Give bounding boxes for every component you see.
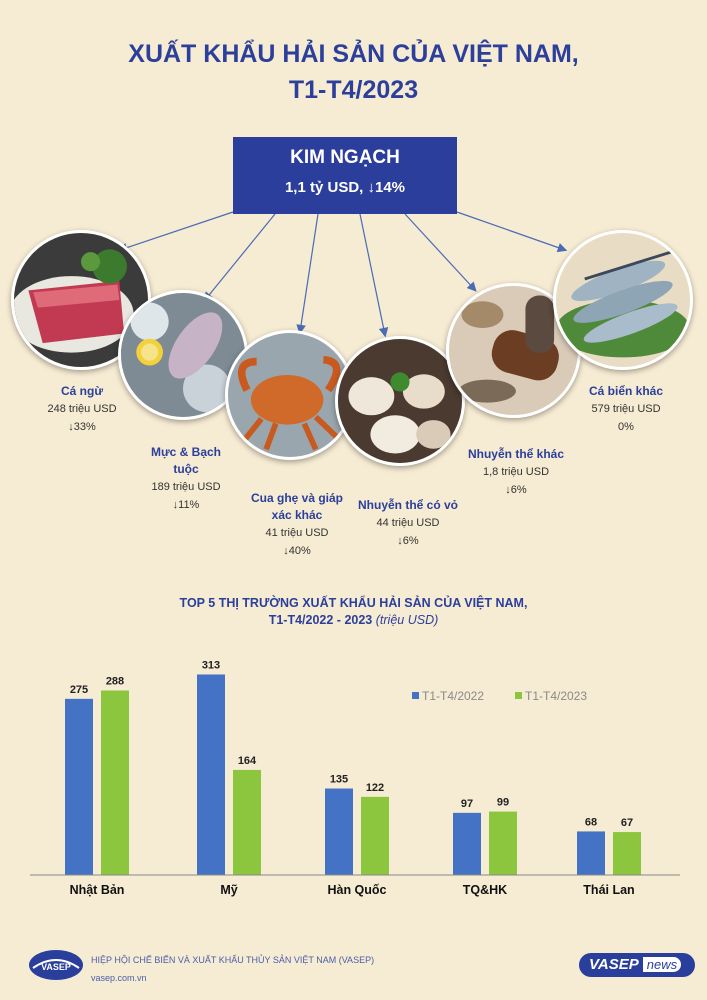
sea-cucumber-image — [446, 283, 581, 418]
vasep-news-badge: VASEP news — [579, 953, 695, 977]
kim-ngach-value: 1,1 tỷ USD, ↓14% — [284, 179, 406, 196]
data-label: 99 — [497, 797, 509, 809]
title-line-1: XUẤT KHẨU HẢI SẢN CỦA VIỆT NAM, — [128, 40, 579, 68]
product-name: Nhuyễn thể có vỏ — [358, 498, 459, 512]
product-value: 44 triệu USD — [376, 517, 440, 529]
clam-image — [335, 336, 465, 466]
footer-text: HIỆP HỘI CHẾ BIẾN VÀ XUẤT KHẨU THỦY SẢN … — [91, 951, 374, 987]
product-value: 1,8 triệu USD — [482, 466, 550, 478]
category-label: TQ&HK — [463, 883, 507, 897]
product-value: 248 triệu USD — [47, 403, 117, 415]
kim-ngach-label: KIM NGẠCH — [290, 147, 400, 168]
product-nhuyen-the-co-vo: Nhuyễn thể có vỏ 44 triệu USD ↓6% — [358, 497, 458, 550]
vasep-logo: VASEP — [27, 948, 85, 987]
bar — [453, 812, 481, 875]
data-label: 288 — [106, 676, 124, 688]
bar — [65, 698, 93, 875]
data-label: 67 — [621, 817, 633, 829]
product-change: ↓6% — [397, 535, 419, 547]
product-name: Cá biển khác — [588, 384, 664, 398]
product-nhuyen-the-khac: Nhuyễn thể khác 1,8 triệu USD ↓6% — [460, 446, 572, 499]
data-label: 68 — [585, 816, 597, 828]
data-label: 275 — [70, 684, 88, 696]
data-label: 122 — [366, 782, 384, 794]
product-value: 41 triệu USD — [265, 527, 329, 539]
product-ca-ngu: Cá ngừ 248 triệu USD ↓33% — [30, 383, 134, 436]
product-change: ↓40% — [283, 545, 311, 557]
logo-text: VASEP — [41, 962, 71, 972]
fish-image — [553, 230, 693, 370]
arrow-to-nhuyen-the-khac — [404, 213, 477, 292]
footer-org: HIỆP HỘI CHẾ BIẾN VÀ XUẤT KHẨU THỦY SẢN … — [91, 955, 375, 965]
bar — [325, 788, 353, 875]
product-value: 579 triệu USD — [591, 403, 661, 415]
legend-label: T1-T4/2023 — [525, 689, 587, 703]
bar — [101, 690, 129, 875]
bar — [489, 811, 517, 875]
title-line-2: T1-T4/2023 — [288, 76, 419, 104]
product-name: Cua ghẹ và giáp xác khác — [250, 491, 344, 522]
footer-website: vasep.com.vn — [91, 973, 147, 983]
legend-swatch — [412, 692, 419, 699]
product-value: 189 triệu USD — [151, 481, 221, 493]
badge-main: VASEP — [589, 956, 639, 973]
bar — [197, 674, 225, 875]
data-label: 313 — [202, 659, 220, 671]
product-ca-bien: Cá biển khác 579 triệu USD 0% — [580, 383, 672, 436]
product-change: ↓6% — [505, 484, 527, 496]
page-title: XUẤT KHẨU HẢI SẢN CỦA VIỆT NAM, T1-T4/20… — [0, 36, 707, 108]
arrow-to-muc — [203, 213, 276, 302]
bar — [577, 831, 605, 875]
arrow-to-nhuyen-the-co-vo — [359, 213, 389, 338]
arrow-to-ca-bien — [456, 211, 568, 253]
product-name: Mực & Bạch tuộc — [150, 445, 222, 476]
bar — [233, 769, 261, 875]
product-change: 0% — [618, 421, 634, 433]
data-label: 97 — [461, 798, 473, 810]
bar-chart: 275 288 Nhật Bản 313 164 Mỹ 135 122 Hàn Quốc 97 99… — [30, 659, 680, 897]
legend-label: T1-T4/2022 — [422, 689, 484, 703]
product-change: ↓33% — [68, 421, 96, 433]
squid-image — [118, 290, 248, 420]
product-change: ↓11% — [172, 499, 200, 511]
product-name: Nhuyễn thể khác — [467, 447, 565, 461]
data-label: 164 — [238, 755, 257, 767]
bar — [613, 832, 641, 875]
data-label: 135 — [330, 774, 348, 786]
arrow-to-cua — [296, 213, 319, 335]
legend-swatch — [515, 692, 522, 699]
kim-ngach-box: KIM NGẠCH 1,1 tỷ USD, ↓14% — [233, 137, 457, 214]
product-cua: Cua ghẹ và giáp xác khác 41 triệu USD ↓4… — [242, 490, 352, 560]
badge-sub: news — [642, 957, 682, 972]
flow-arrows — [117, 211, 568, 338]
crab-image — [225, 330, 355, 460]
category-label: Hàn Quốc — [327, 883, 386, 897]
chart-subtitle: T1-T4/2022 - 2023 — [268, 613, 373, 627]
category-label: Mỹ — [220, 883, 237, 897]
product-muc: Mực & Bạch tuộc 189 triệu USD ↓11% — [140, 444, 232, 514]
arrow-to-ca-ngu — [117, 211, 234, 253]
chart-unit: (triệu USD) — [375, 613, 439, 627]
chart-title: TOP 5 THỊ TRƯỜNG XUẤT KHẨU HẢI SẢN CỦA V… — [0, 595, 707, 629]
category-label: Thái Lan — [583, 883, 634, 897]
bar — [361, 796, 389, 875]
product-name: Cá ngừ — [60, 384, 104, 398]
category-label: Nhật Bản — [70, 883, 125, 897]
chart-title-line-1: TOP 5 THỊ TRƯỜNG XUẤT KHẨU HẢI SẢN CỦA V… — [179, 596, 528, 610]
